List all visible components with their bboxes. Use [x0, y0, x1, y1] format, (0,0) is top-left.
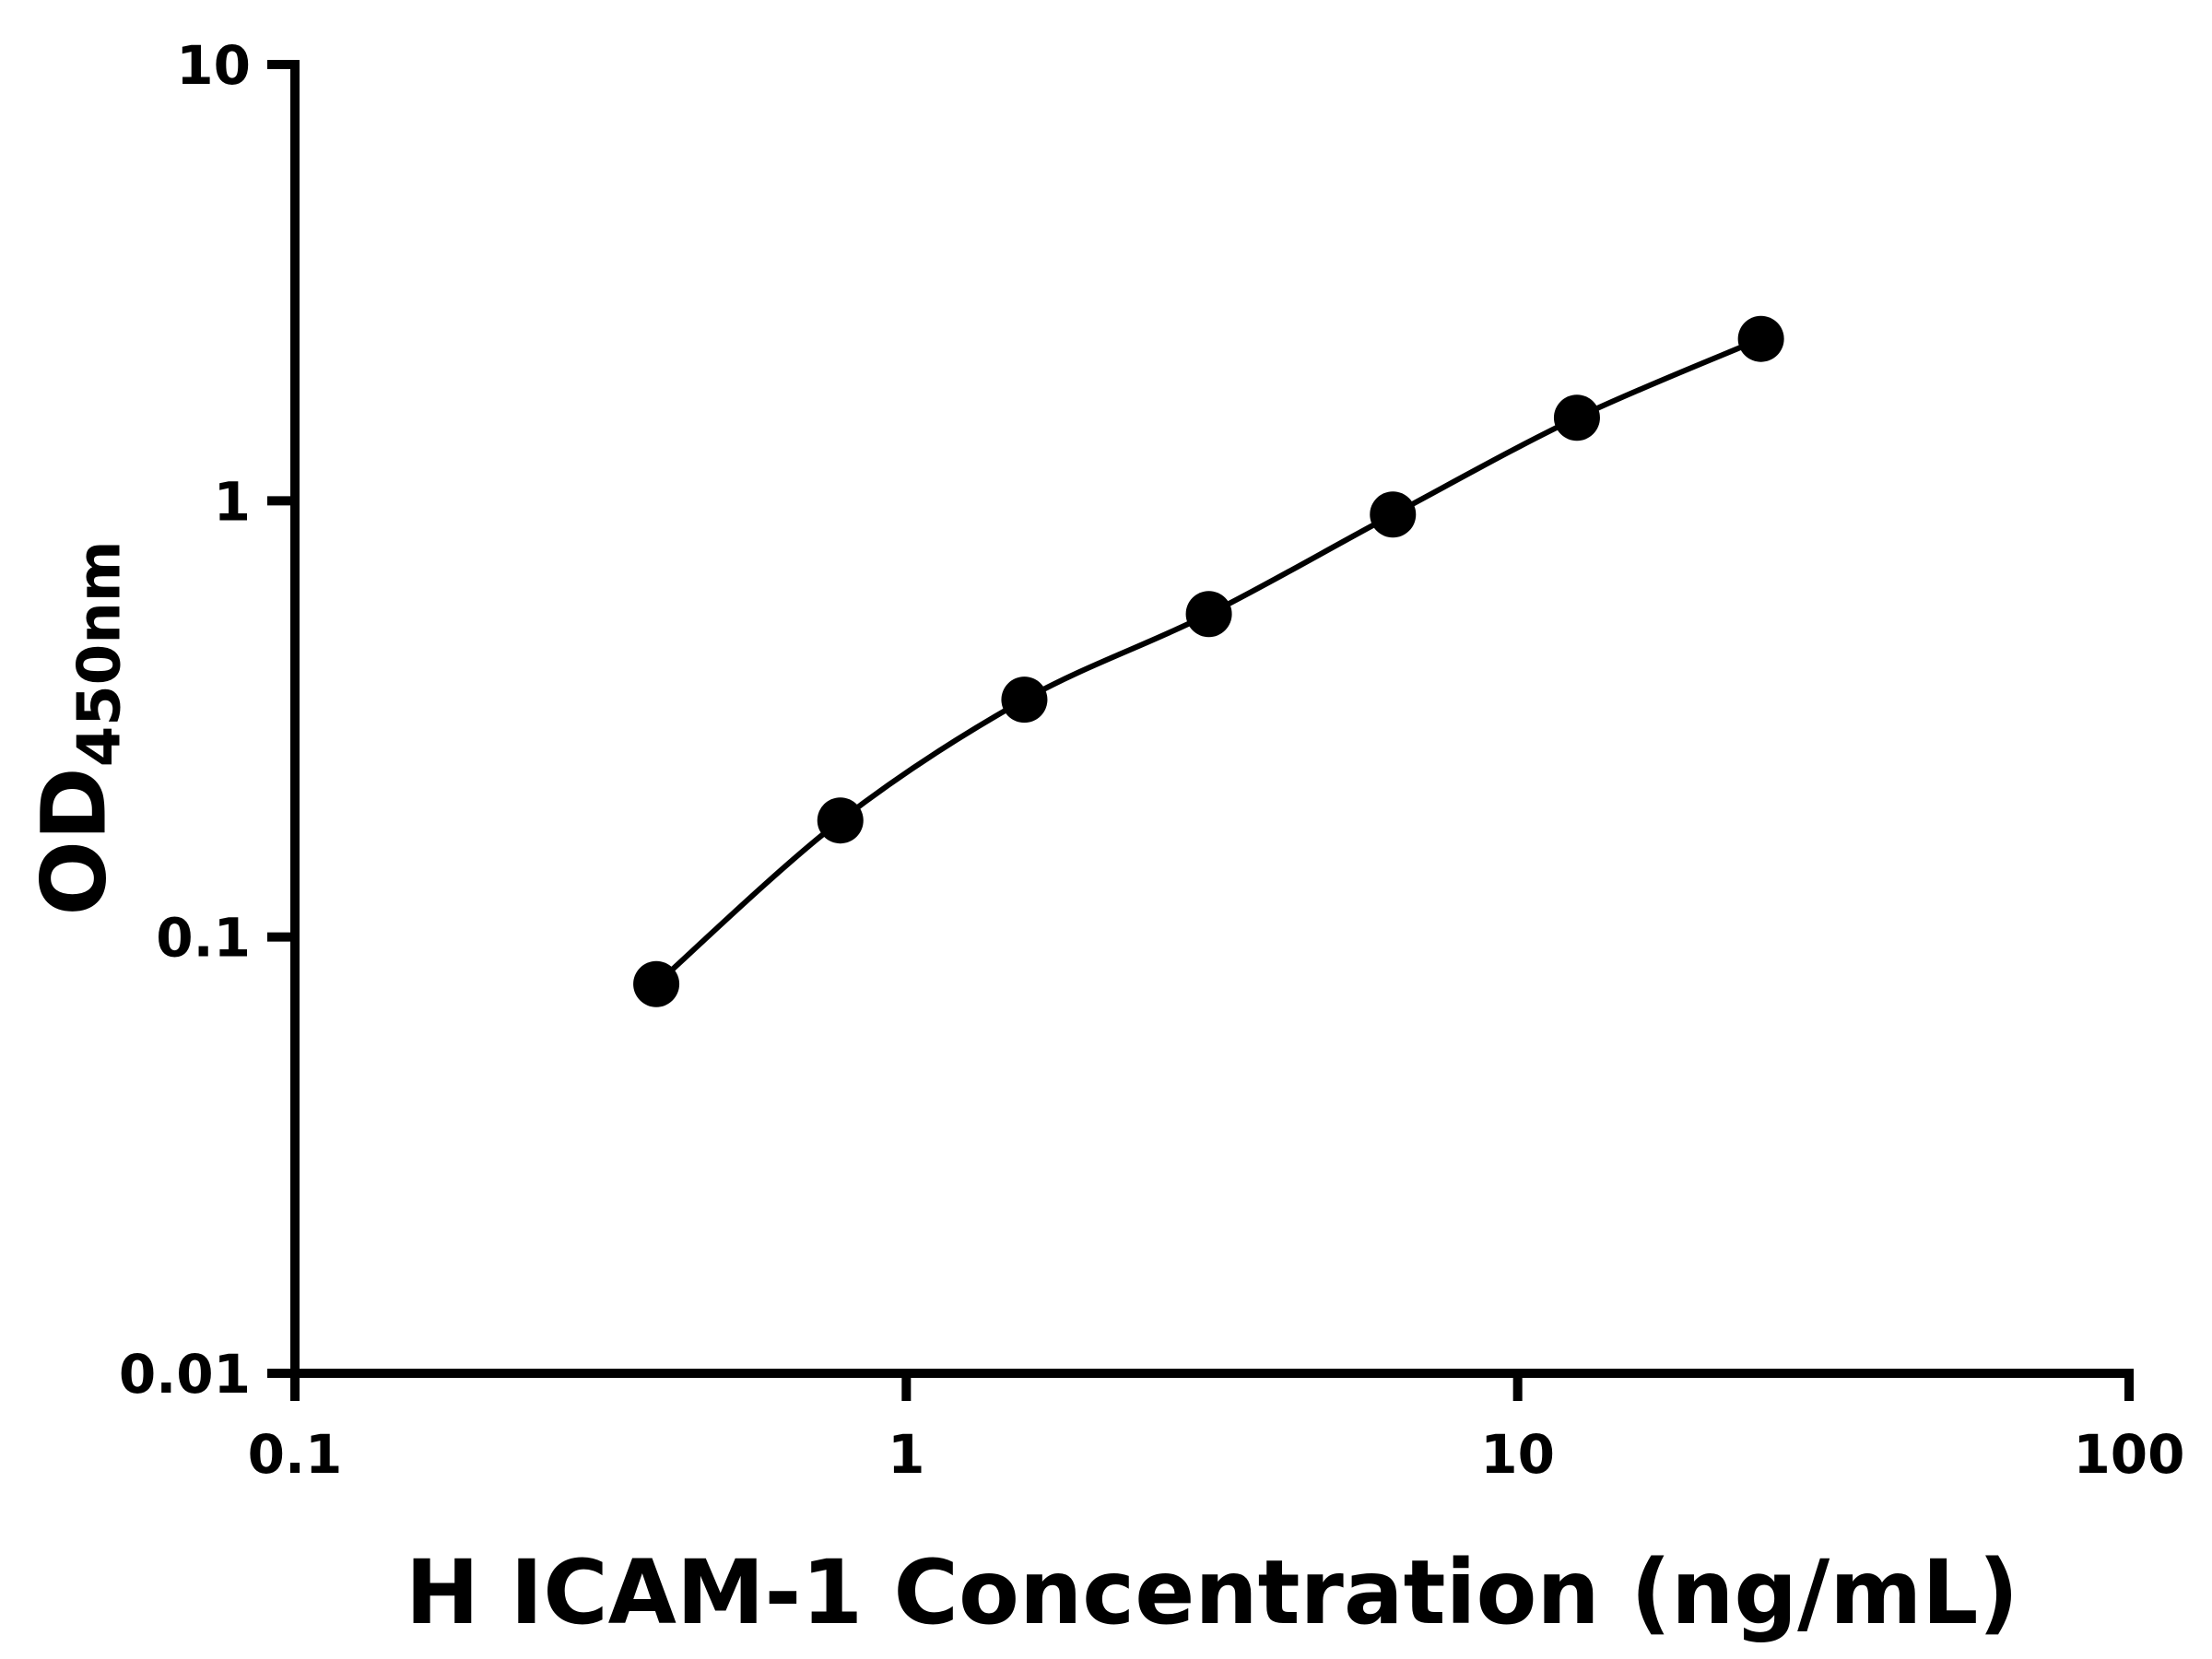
fit-curve: [654, 335, 1762, 986]
axis-lines: [290, 60, 2134, 1378]
x-axis-title: H ICAM-1 Concentration (ng/mL): [405, 1541, 2019, 1644]
data-point: [1185, 591, 1232, 638]
data-point: [1553, 394, 1600, 441]
y-axis-title-main: OD: [22, 767, 126, 916]
x-tick-label: 1: [888, 1423, 924, 1486]
data-point: [1001, 677, 1048, 724]
data-point: [1370, 491, 1417, 538]
y-tick-label: 1: [214, 470, 251, 533]
x-tick-label: 10: [1480, 1423, 1555, 1486]
y-tick-label: 10: [176, 34, 251, 97]
y-tick-label: 0.1: [156, 907, 251, 970]
y-axis-title: OD450nm: [23, 540, 135, 915]
y-tick-label: 0.01: [119, 1343, 251, 1406]
x-tick-label: 0.1: [248, 1423, 343, 1486]
x-tick-label: 100: [2073, 1423, 2184, 1486]
data-point: [817, 797, 864, 844]
data-point: [633, 960, 680, 1007]
data-point: [1737, 315, 1784, 362]
y-axis-title-sub: 450nm: [65, 540, 135, 768]
